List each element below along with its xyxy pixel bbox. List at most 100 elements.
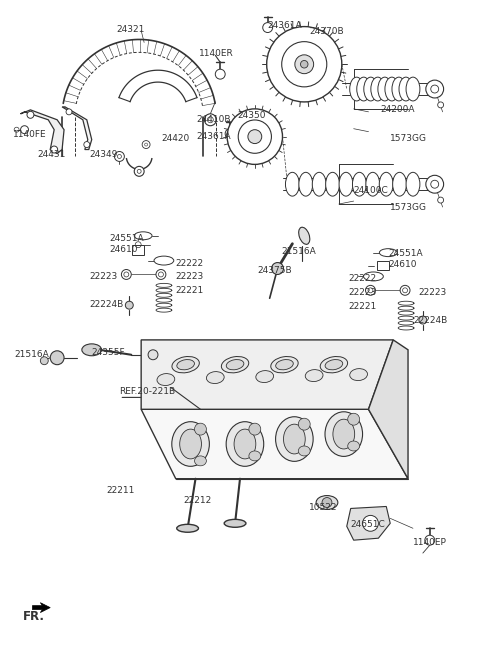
Text: 1573GG: 1573GG: [390, 134, 427, 143]
Text: 24551A: 24551A: [388, 249, 423, 257]
Ellipse shape: [177, 524, 199, 533]
Ellipse shape: [364, 77, 378, 101]
Text: 24370B: 24370B: [309, 27, 344, 35]
Ellipse shape: [226, 422, 264, 466]
Circle shape: [194, 423, 206, 435]
Circle shape: [156, 269, 166, 280]
Text: 22221: 22221: [349, 302, 377, 311]
Ellipse shape: [276, 360, 293, 370]
Text: 22223: 22223: [90, 272, 118, 282]
Text: 22223: 22223: [349, 288, 377, 297]
Polygon shape: [33, 603, 50, 612]
Ellipse shape: [180, 429, 202, 459]
Polygon shape: [141, 340, 393, 409]
Text: 1573GG: 1573GG: [390, 203, 427, 212]
Circle shape: [348, 413, 360, 425]
Ellipse shape: [286, 172, 300, 196]
Ellipse shape: [350, 77, 363, 101]
Text: 24431: 24431: [37, 149, 66, 159]
Ellipse shape: [350, 369, 368, 381]
Circle shape: [322, 498, 332, 508]
Ellipse shape: [134, 232, 152, 240]
Circle shape: [51, 146, 58, 153]
Text: 22212: 22212: [184, 496, 212, 504]
Ellipse shape: [221, 356, 249, 373]
Circle shape: [272, 263, 284, 274]
Circle shape: [298, 419, 310, 430]
Circle shape: [27, 111, 34, 119]
Text: 24355F: 24355F: [92, 348, 125, 357]
Text: 22224B: 22224B: [413, 316, 447, 325]
Circle shape: [121, 269, 131, 280]
Ellipse shape: [371, 77, 384, 101]
Ellipse shape: [234, 429, 256, 459]
Ellipse shape: [256, 371, 274, 383]
Circle shape: [204, 114, 216, 126]
Ellipse shape: [284, 424, 305, 454]
Ellipse shape: [406, 77, 420, 101]
Ellipse shape: [393, 172, 407, 196]
Ellipse shape: [226, 360, 244, 370]
Ellipse shape: [363, 272, 384, 281]
Ellipse shape: [348, 441, 360, 451]
Ellipse shape: [299, 172, 312, 196]
Ellipse shape: [276, 417, 313, 461]
Circle shape: [426, 176, 444, 193]
Circle shape: [426, 80, 444, 98]
Circle shape: [431, 85, 439, 93]
Ellipse shape: [154, 256, 174, 265]
Text: 24551A: 24551A: [109, 234, 144, 243]
Text: 22224B: 22224B: [90, 300, 124, 309]
Ellipse shape: [352, 172, 366, 196]
Text: 1140EP: 1140EP: [413, 538, 447, 547]
Ellipse shape: [177, 360, 194, 370]
Circle shape: [400, 286, 410, 295]
Ellipse shape: [357, 77, 371, 101]
Circle shape: [148, 350, 158, 360]
Ellipse shape: [366, 172, 380, 196]
Text: 10522: 10522: [309, 502, 338, 512]
Text: 22222: 22222: [349, 274, 377, 284]
Ellipse shape: [125, 301, 133, 309]
Text: REF.20-221B: REF.20-221B: [120, 388, 176, 396]
Circle shape: [40, 357, 48, 365]
Bar: [377, 261, 389, 271]
Text: 22211: 22211: [107, 485, 135, 495]
Text: 24651C: 24651C: [351, 520, 385, 529]
Ellipse shape: [312, 172, 326, 196]
Ellipse shape: [325, 172, 339, 196]
Circle shape: [225, 128, 235, 139]
Ellipse shape: [325, 412, 362, 457]
Circle shape: [227, 109, 283, 164]
Circle shape: [114, 151, 124, 161]
Ellipse shape: [419, 316, 427, 324]
Ellipse shape: [206, 371, 224, 384]
Text: 24361A: 24361A: [268, 20, 302, 29]
Ellipse shape: [379, 172, 393, 196]
Circle shape: [366, 286, 375, 295]
Ellipse shape: [299, 227, 310, 244]
Text: FR.: FR.: [23, 610, 45, 623]
Ellipse shape: [379, 249, 397, 257]
Text: 21516A: 21516A: [281, 247, 316, 255]
Text: 24410B: 24410B: [196, 115, 231, 124]
Text: 22223: 22223: [176, 272, 204, 282]
Ellipse shape: [385, 77, 399, 101]
Ellipse shape: [325, 360, 343, 370]
Text: 21516A: 21516A: [14, 350, 49, 359]
Ellipse shape: [316, 496, 338, 510]
Circle shape: [216, 69, 225, 79]
Text: 24361A: 24361A: [196, 132, 231, 141]
Circle shape: [295, 55, 313, 73]
Text: 24200A: 24200A: [380, 105, 415, 114]
Circle shape: [142, 141, 150, 149]
Circle shape: [362, 515, 378, 531]
Ellipse shape: [82, 344, 102, 356]
Ellipse shape: [339, 172, 353, 196]
Text: 24100C: 24100C: [354, 186, 388, 195]
Circle shape: [438, 102, 444, 108]
Text: 24349: 24349: [90, 149, 118, 159]
Polygon shape: [347, 506, 390, 540]
Bar: [132, 245, 144, 255]
Text: 22223: 22223: [418, 288, 446, 297]
